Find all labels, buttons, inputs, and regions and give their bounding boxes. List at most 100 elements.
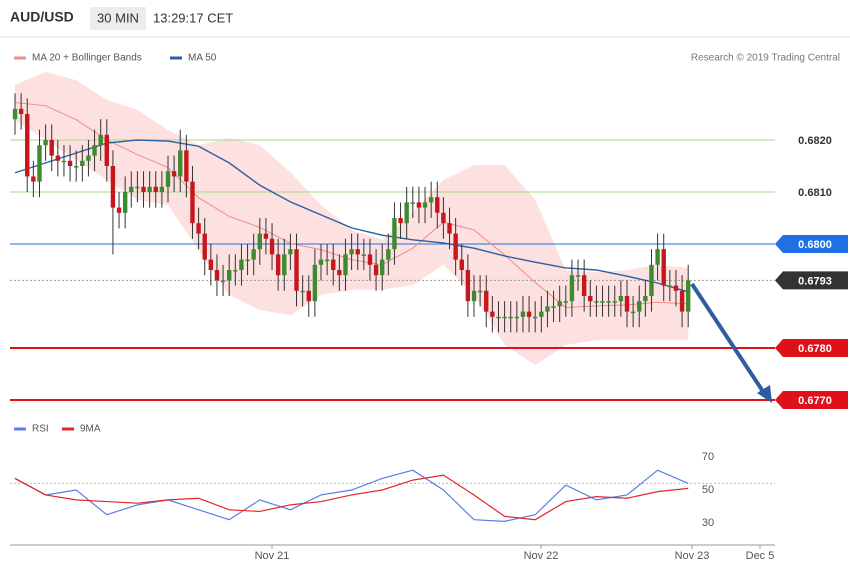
candle-body [361,254,367,256]
candle-body [147,186,152,192]
candle-body [441,212,446,224]
candle-body [557,301,562,307]
candle-body [300,290,305,293]
candle-body [171,171,177,177]
level-label: 0.6780 [798,343,832,355]
candle-body [196,223,201,234]
legend-label: 9MA [80,424,101,435]
copyright: Research © 2019 Trading Central [691,53,840,64]
candle-body [31,176,36,182]
rsi-line [14,474,689,521]
candle-body [288,249,293,255]
interval-box [90,7,146,30]
candle-body [551,306,556,308]
legend-label: MA 20 + Bollinger Bands [32,53,142,64]
y-tick-label: 50 [702,484,714,496]
candle-body [251,249,256,260]
candle-body [477,290,483,293]
candle-body [667,285,673,288]
candle-body [422,202,428,208]
candle-body [49,140,54,156]
candle-body [61,160,67,163]
candle-body [37,145,42,182]
candle-body [312,264,318,302]
interval: 30 MIN [97,10,139,25]
candle-body [581,275,587,296]
level-tag [775,339,848,357]
x-tick-label: Dec 5 [746,550,775,562]
candle-body [545,306,550,312]
level-label: 0.6810 [798,187,832,199]
candle-body [55,155,61,161]
candle-body [539,311,544,317]
candle-body [129,186,134,192]
candle-body [453,233,458,260]
candle-body [86,155,91,161]
candle-body [618,296,624,302]
candle-body [673,285,679,291]
candle-body [649,264,654,296]
candle-body [514,316,520,319]
candle-body [165,171,171,187]
legend-label: RSI [32,424,49,435]
candle-body [227,270,232,281]
candle-body [214,270,220,281]
x-tick-label: Nov 22 [524,550,559,562]
candle-body [92,145,97,156]
ma-line [14,139,689,293]
level-tag [775,391,848,409]
candle-body [343,254,348,276]
candle-body [74,166,79,168]
candle-body [331,259,336,270]
candle-body [465,270,471,302]
candle-body [18,108,24,114]
candle-body [624,296,630,312]
candle-body [569,275,575,302]
candle-body [355,249,360,255]
time: 13:29:17 CET [153,10,233,25]
candle-body [294,249,299,291]
level-label: 0.6793 [798,275,832,287]
candle-body [496,316,501,319]
candle-body [435,197,440,213]
candle-body [110,166,116,208]
candle-body [484,290,489,312]
candle-body [135,186,140,189]
candle-body [202,233,207,260]
x-tick-label: Nov 21 [255,550,290,562]
candle-body [190,181,195,224]
candle-body [643,296,648,302]
candle-body [104,134,109,166]
candle-body [447,223,452,234]
candle-body [122,192,128,213]
candle-body [380,259,385,276]
candle-body [686,280,691,312]
candle-body [594,301,599,303]
candle-body [98,134,103,146]
candle-body [508,316,513,319]
candle-body [392,218,397,250]
candle-body [349,249,354,255]
candle-body [533,316,538,319]
candle-body [257,233,262,250]
candle-body [153,186,158,192]
candle-body [282,254,287,276]
candle-body [116,207,122,213]
candle-body [575,275,581,277]
candle-body [263,233,269,239]
legend-label: MA 50 [188,53,217,64]
candle-body [239,259,244,270]
symbol: AUD/USD [10,9,74,25]
candle-body [526,311,532,317]
candle-body [275,254,281,276]
candle-body [459,259,464,270]
level-label: 0.6770 [798,395,832,407]
candle-body [612,301,617,303]
candle-body [588,296,593,302]
level-tag [775,271,848,290]
candle-body [141,186,146,192]
candle-body [67,160,73,166]
candle-body [398,218,403,224]
